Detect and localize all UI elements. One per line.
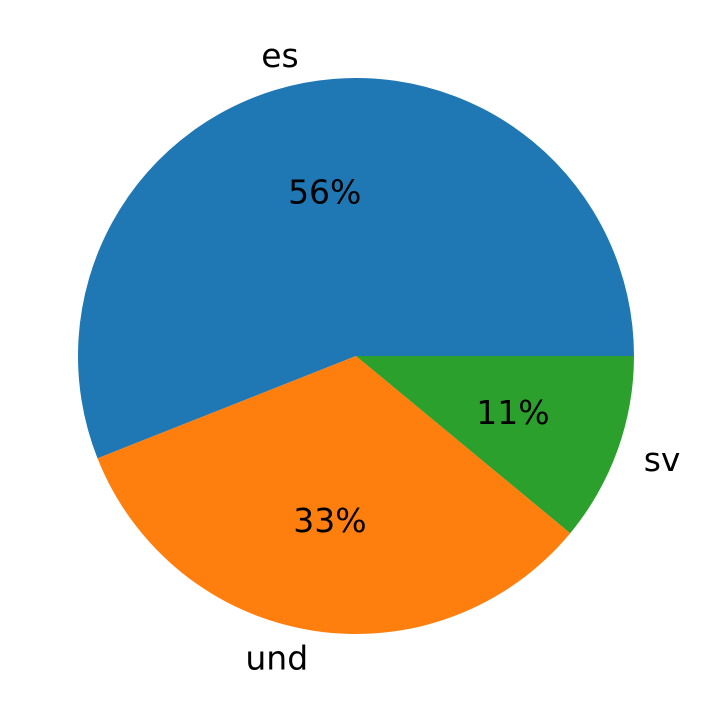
slices-layer	[77, 78, 635, 634]
category-label-sv: sv	[644, 440, 681, 479]
pct-label-es: 56%	[288, 173, 361, 212]
pie-slice-und	[97, 356, 571, 634]
pct-label-sv: 11%	[476, 393, 549, 432]
pie-slice-es	[77, 78, 635, 459]
category-label-es: es	[261, 36, 299, 75]
pct-label-und: 33%	[293, 501, 366, 540]
pie-slice-sv	[356, 356, 634, 534]
category-label-und: und	[245, 639, 308, 678]
labels-layer: 56% es 33% und 11% sv	[245, 36, 680, 677]
